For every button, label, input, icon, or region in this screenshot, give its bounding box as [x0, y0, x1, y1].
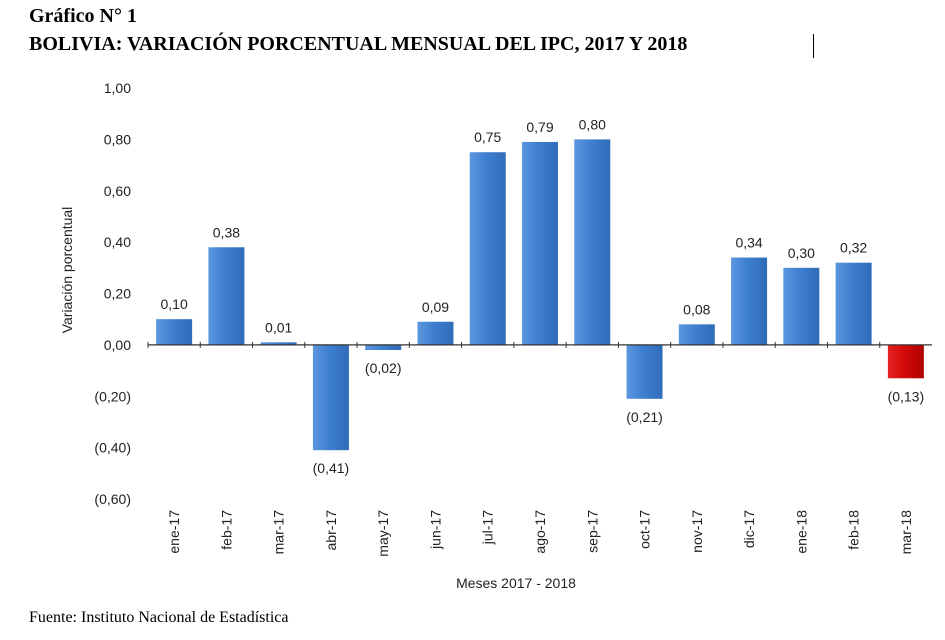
data-label: 0,09: [422, 299, 449, 315]
data-label: 0,75: [474, 129, 501, 145]
data-label: 0,01: [265, 319, 292, 335]
data-labels-group: 0,10 0,38 0,01 (0,41) (0,02) 0,09 0,75 0,79 0,80…: [161, 116, 925, 476]
bar-feb-18: [835, 262, 872, 345]
bar-chart: 1,00 0,80 0,60 0,40 0,20 0,00 (0,20) (0,40) (0,6…: [59, 80, 932, 591]
x-tick-label: abr-17: [323, 510, 339, 551]
source-note: Fuente: Instituto Nacional de Estadístic…: [29, 609, 289, 626]
data-label: (0,13): [888, 388, 925, 404]
y-axis-ticks: 1,00 0,80 0,60 0,40 0,20 0,00 (0,20) (0,40) (0,6…: [94, 80, 131, 507]
bar-dic-17: [731, 257, 768, 345]
bar-abr-17: [312, 344, 349, 451]
data-label: 0,32: [840, 240, 867, 256]
x-axis-ticks: ene-17 feb-17 mar-17 abr-17 may-17 jun-17 jul-…: [147, 341, 914, 557]
bar-ene-18: [783, 267, 820, 345]
x-tick-label: ene-17: [166, 510, 182, 554]
x-tick-label: sep-17: [584, 510, 600, 553]
x-tick-label: mar-17: [271, 510, 287, 555]
data-label: 0,08: [683, 301, 710, 317]
y-tick-label: (0,20): [94, 388, 131, 404]
figure-number: Gráfico N° 1: [29, 5, 137, 27]
data-label: (0,21): [626, 409, 663, 425]
bar-may-17: [365, 344, 402, 351]
x-tick-label: jun-17: [427, 510, 443, 550]
data-label: 0,10: [161, 296, 188, 312]
y-tick-label: 1,00: [104, 80, 131, 96]
bar-jul-17: [469, 152, 506, 345]
y-tick-label: (0,60): [94, 491, 131, 507]
x-tick-label: feb-17: [218, 510, 234, 550]
y-axis-label: Variación porcentual: [59, 207, 75, 334]
x-tick-label: jul-17: [480, 510, 496, 545]
y-tick-label: 0,40: [104, 234, 131, 250]
bar-oct-17: [626, 344, 663, 399]
y-tick-label: 0,00: [104, 337, 131, 353]
x-tick-label: ene-18: [793, 510, 809, 554]
x-tick-label: dic-17: [741, 510, 757, 548]
bar-nov-17: [678, 324, 715, 345]
data-label: (0,41): [313, 460, 350, 476]
x-axis-label: Meses 2017 - 2018: [456, 575, 576, 591]
x-tick-label: mar-18: [898, 510, 914, 555]
data-label: 0,79: [526, 119, 553, 135]
text-cursor: [813, 34, 814, 58]
x-tick-label: nov-17: [689, 510, 705, 553]
data-label: (0,02): [365, 360, 402, 376]
data-label: 0,80: [579, 116, 606, 132]
bar-ago-17: [522, 141, 558, 345]
data-label: 0,38: [213, 224, 240, 240]
chart-title: BOLIVIA: VARIACIÓN PORCENTUAL MENSUAL DE…: [29, 33, 688, 55]
bar-jun-17: [417, 321, 454, 345]
bar-ene-17: [156, 319, 193, 345]
y-tick-label: 0,20: [104, 286, 131, 302]
bar-feb-17: [208, 247, 245, 345]
y-tick-label: (0,40): [94, 440, 131, 456]
x-tick-label: ago-17: [532, 510, 548, 554]
data-label: 0,34: [735, 235, 762, 251]
bar-mar-17: [260, 342, 297, 345]
bar-mar-18: [887, 344, 924, 379]
y-tick-label: 0,60: [104, 183, 131, 199]
x-tick-label: may-17: [375, 510, 391, 557]
y-tick-label: 0,80: [104, 131, 131, 147]
x-tick-label: feb-18: [846, 510, 862, 550]
bars-group: [156, 139, 924, 451]
bar-sep-17: [574, 139, 611, 345]
x-tick-label: oct-17: [637, 510, 653, 549]
data-label: 0,30: [788, 245, 815, 261]
